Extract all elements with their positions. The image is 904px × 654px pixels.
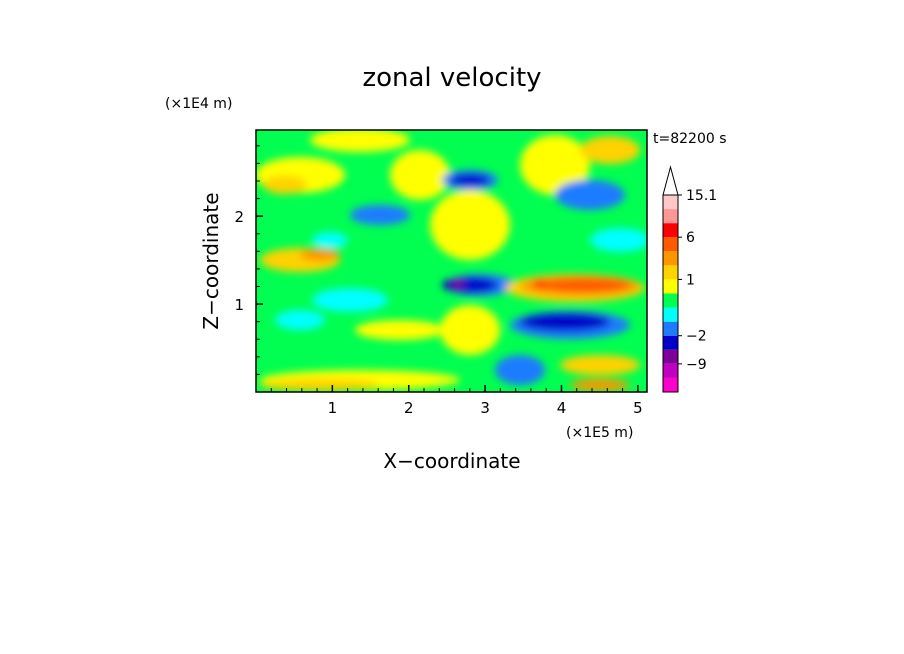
colorbar-bin <box>663 377 678 392</box>
field-patch <box>312 288 388 312</box>
field-patch <box>390 150 450 200</box>
colorbar-frame <box>662 194 679 393</box>
colorbar-tick-label: 6 <box>686 230 695 246</box>
field-patch <box>310 130 410 152</box>
colorbar-bin <box>663 251 678 266</box>
x-tick-label: 2 <box>404 399 414 417</box>
field-patch <box>440 305 500 355</box>
colorbar-bin <box>663 307 678 322</box>
y-tick-label: 2 <box>234 208 244 226</box>
field-patch <box>520 135 590 195</box>
field-patch <box>350 205 410 225</box>
colorbar-bin <box>663 363 678 378</box>
colorbar-tick-label: 1 <box>686 272 695 288</box>
colorbar-bin <box>663 279 678 294</box>
colorbar-bin <box>663 223 678 238</box>
colorbar-tick-label: 15.1 <box>686 188 717 204</box>
colorbar-bin <box>663 349 678 364</box>
colorbar-bin <box>663 335 678 350</box>
colorbar-bin <box>663 209 678 224</box>
field-patch <box>495 355 545 385</box>
x-axis: 1 2 3 4 5 <box>270 385 643 417</box>
field-patch <box>260 379 380 391</box>
field-patch <box>580 136 640 164</box>
field-patch <box>555 180 625 210</box>
y-axis: 12 <box>234 145 263 375</box>
field-patch <box>300 249 340 261</box>
colorbar-bin <box>663 195 678 210</box>
x-tick-label: 4 <box>557 399 567 417</box>
y-axis-label: Z−coordinate <box>199 192 223 329</box>
time-label: t=82200 s <box>653 131 727 147</box>
field-patch <box>275 310 325 330</box>
colorbar-bin <box>663 321 678 336</box>
colorbar: 15.1 6 1 −2 −9 <box>662 165 717 393</box>
x-tick-label: 1 <box>328 399 338 417</box>
field-patch <box>570 379 630 391</box>
field-patch <box>540 278 630 292</box>
field-patch <box>430 190 510 260</box>
plot-area <box>256 130 647 392</box>
colorbar-tick-label: −2 <box>686 329 707 345</box>
x-axis-label: X−coordinate <box>383 449 520 473</box>
field-patch <box>590 228 647 252</box>
colorbar-bin <box>663 237 678 252</box>
field-patch <box>533 280 547 288</box>
colorbar-extend-arrow <box>662 165 679 196</box>
x-tick-label: 5 <box>633 399 643 417</box>
colorbar-bin <box>663 293 678 308</box>
field-patch <box>450 174 490 186</box>
x-unit-label: (×1E5 m) <box>566 425 633 441</box>
y-unit-label: (×1E4 m) <box>165 96 232 112</box>
x-tick-label: 3 <box>480 399 490 417</box>
y-tick-label: 1 <box>234 296 244 314</box>
colorbar-bin <box>663 265 678 280</box>
field-patch <box>355 320 445 340</box>
field-patch <box>520 313 610 331</box>
field-patch <box>442 277 498 293</box>
plot-frame <box>255 129 648 393</box>
field-patches <box>256 130 647 391</box>
field-patch <box>560 355 640 375</box>
field-patch <box>312 232 348 248</box>
chart-title: zonal velocity <box>362 63 541 93</box>
field-patch <box>451 280 465 288</box>
field-patch <box>263 176 307 194</box>
colorbar-tick-label: −9 <box>686 357 707 373</box>
